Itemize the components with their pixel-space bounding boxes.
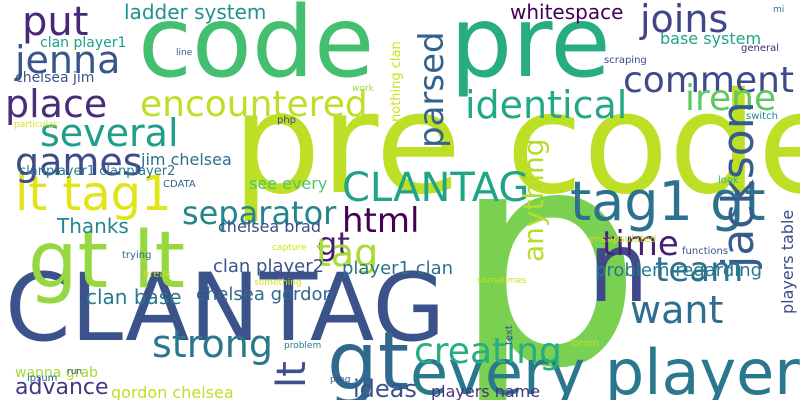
word-clan-player2: clan player2 xyxy=(213,256,325,277)
word-run: run xyxy=(67,367,83,377)
word-problem-regarding: problem regarding xyxy=(595,260,763,281)
word-cdata: CDATA xyxy=(163,179,196,190)
word-particular: particular xyxy=(14,120,58,130)
word-switch: switch xyxy=(746,111,778,122)
word-chelsea-brad: chelsea brad xyxy=(218,217,321,236)
word-jenna: jenna xyxy=(15,38,121,82)
word-lorem: lorem xyxy=(570,338,599,349)
word-place: place xyxy=(5,82,108,126)
word-separator: separator xyxy=(182,194,337,232)
word-several: several xyxy=(40,111,179,155)
word-base-system: base system xyxy=(660,29,762,48)
word-players-table: players table xyxy=(778,209,797,314)
word-joins: joins xyxy=(640,0,729,41)
word-thanks: Thanks xyxy=(57,214,129,238)
word-whitespace: whitespace xyxy=(510,0,624,24)
word-mi: mi xyxy=(773,5,785,15)
word-pre-code-large: pre code xyxy=(232,63,800,226)
word-every-player: every player xyxy=(410,336,800,400)
word-p: p xyxy=(452,85,643,400)
word-identical: identical xyxy=(465,83,628,127)
word-sometimes: sometimes xyxy=(477,276,527,286)
word-trying: trying xyxy=(122,250,152,261)
word-tag: tag xyxy=(316,231,379,275)
word-general: general xyxy=(741,43,780,54)
word-look: look xyxy=(718,175,739,186)
word-chelsea-gordon: chelsea gordon xyxy=(196,284,334,305)
word-anything: anything xyxy=(517,138,550,263)
word-strong: strong xyxy=(152,322,273,366)
word-player1-clan: player1 clan xyxy=(342,258,454,279)
word-time: time xyxy=(602,224,679,264)
word-problem: problem xyxy=(284,341,322,351)
word-clantag-large: CLANTAG xyxy=(5,254,446,363)
word-gt-lt-large: gt lt xyxy=(28,216,186,306)
word-line: line xyxy=(176,48,193,58)
word-encapsulated: encapsulated xyxy=(589,234,657,245)
word-code-top: code xyxy=(138,0,375,100)
word-encountered: encountered xyxy=(140,84,368,125)
word-games: games xyxy=(15,140,143,184)
word-creating: creating xyxy=(414,331,562,372)
word-clan-base: clan base xyxy=(86,285,182,309)
word-chelsea-jim: chelsea jim xyxy=(15,70,95,86)
word-parsed: parsed xyxy=(412,31,452,148)
word-scraping: scraping xyxy=(604,55,647,66)
word-lt-medium: lt xyxy=(269,361,315,388)
word-see-every: see every xyxy=(249,174,328,193)
word-jim-chelsea: jim chelsea xyxy=(141,150,232,169)
word-something: something xyxy=(254,278,302,288)
word-advance: advance xyxy=(15,375,109,400)
word-clantag-medium: CLANTAG xyxy=(342,165,530,211)
word-put: put xyxy=(22,0,89,45)
word-work: work xyxy=(352,84,374,94)
word-wanna-grab: wanna grab xyxy=(15,365,98,381)
word-nothing-clan: nothing clan xyxy=(389,41,404,122)
word-break: break xyxy=(143,269,172,280)
word-pre-top: pre xyxy=(450,0,611,100)
word-team: team xyxy=(655,250,744,290)
word-ladder-system: ladder system xyxy=(124,0,267,24)
word-gordon-chelsea: gordon chelsea xyxy=(111,383,234,400)
word-irene: irene xyxy=(685,78,777,119)
word-clan-player1: clan player1 xyxy=(40,35,127,51)
word-want: want xyxy=(630,288,724,332)
word-capture: capture xyxy=(272,243,307,253)
word-players-name: players name xyxy=(431,382,541,400)
word-preg: preg xyxy=(330,375,351,385)
word-php: php xyxy=(277,115,297,126)
word-text: text xyxy=(504,325,515,345)
word-n: n xyxy=(588,212,649,324)
word-ipsum: ipsum xyxy=(27,373,58,384)
word-lt-tag1: lt tag1 xyxy=(15,166,172,222)
word-clanplayer1-clanplayer2: clanplayer1 clanplayer2 xyxy=(19,164,176,179)
word-gt-large: gt xyxy=(327,315,410,400)
word-functions: functions xyxy=(682,246,729,257)
word-html: html xyxy=(342,201,420,241)
word-comment: comment xyxy=(623,60,795,101)
word-tag1-gt: tag1 gt xyxy=(570,170,766,233)
word-ideas: ideas xyxy=(353,375,417,400)
word-gt-medium: gt xyxy=(317,225,350,263)
